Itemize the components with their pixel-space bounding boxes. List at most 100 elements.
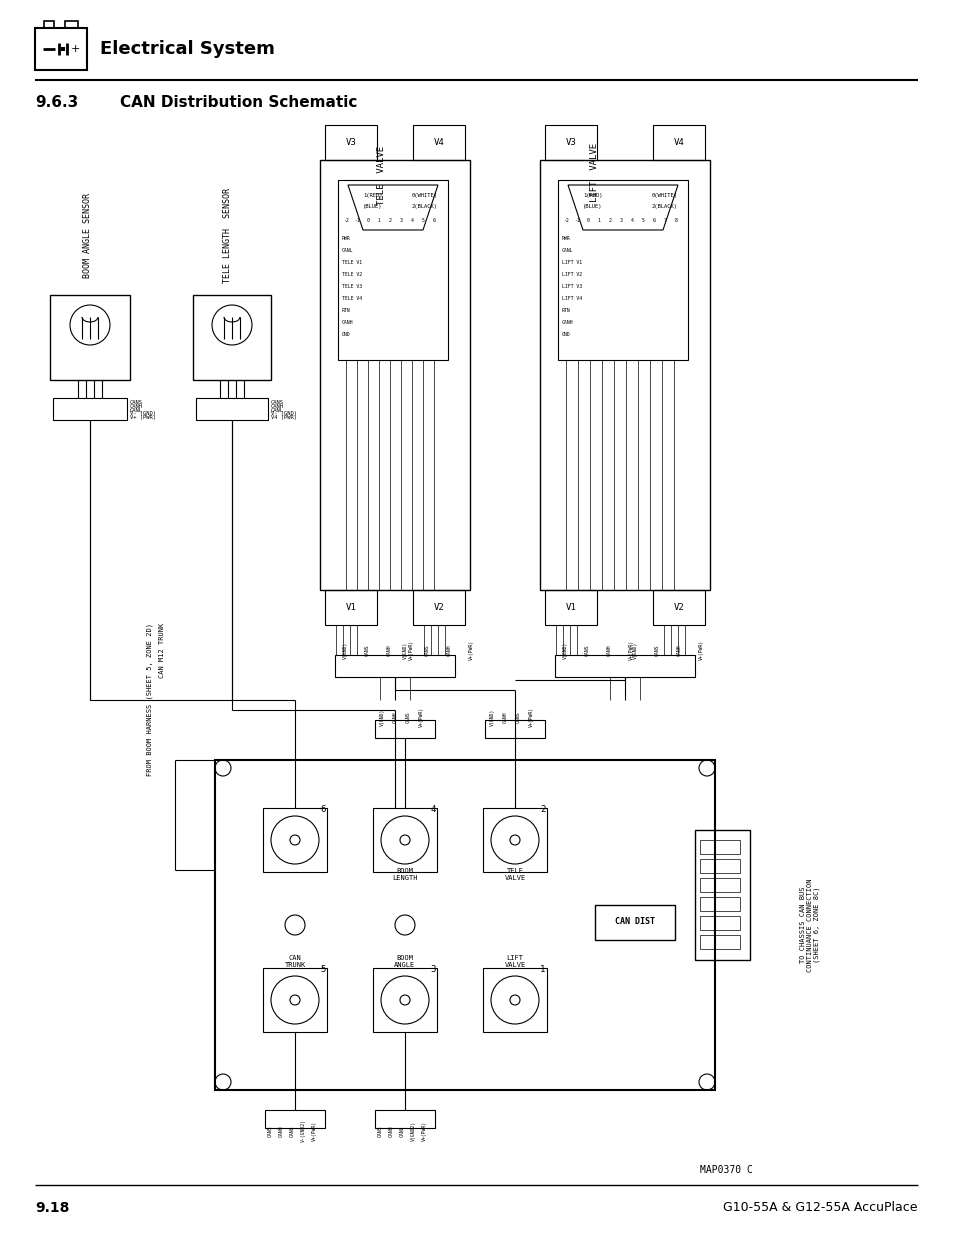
Text: 8: 8 bbox=[674, 217, 677, 222]
Bar bbox=[413, 590, 464, 625]
Bar bbox=[335, 655, 455, 677]
Text: 0: 0 bbox=[366, 217, 369, 222]
Bar bbox=[325, 590, 376, 625]
Text: -1: -1 bbox=[574, 217, 579, 222]
Text: G10-55A & G12-55A AccuPlace: G10-55A & G12-55A AccuPlace bbox=[722, 1202, 917, 1214]
Text: 6: 6 bbox=[432, 217, 435, 222]
Text: V(GND): V(GND) bbox=[343, 641, 348, 658]
Text: CANH: CANH bbox=[606, 645, 612, 656]
Text: V(GND): V(GND) bbox=[633, 641, 638, 658]
Text: TELE V3: TELE V3 bbox=[341, 284, 362, 289]
Bar bbox=[558, 180, 687, 359]
Bar bbox=[319, 161, 470, 590]
Bar bbox=[337, 180, 448, 359]
Text: 1(RED): 1(RED) bbox=[363, 193, 382, 198]
Text: V+(PWR): V+(PWR) bbox=[409, 640, 414, 659]
Bar bbox=[595, 905, 675, 940]
Text: V+(PWR): V+(PWR) bbox=[628, 640, 634, 659]
Text: CANS: CANS bbox=[655, 645, 659, 656]
Text: CANH: CANH bbox=[278, 1125, 284, 1136]
Bar bbox=[539, 161, 709, 590]
Text: CANS: CANS bbox=[406, 711, 411, 722]
Text: 1(RED): 1(RED) bbox=[582, 193, 602, 198]
Text: BOOM
LENGTH: BOOM LENGTH bbox=[392, 868, 417, 882]
Text: -1: -1 bbox=[354, 217, 359, 222]
Bar bbox=[44, 21, 54, 28]
Text: TO CHASSIS CAN BUS
CONTINUANCE CONNECTION
(SHEET 6, ZONE 8C): TO CHASSIS CAN BUS CONTINUANCE CONNECTIO… bbox=[799, 878, 820, 972]
Bar bbox=[263, 808, 327, 872]
Bar bbox=[50, 295, 130, 380]
Text: V(GND): V(GND) bbox=[490, 709, 495, 726]
Text: -2: -2 bbox=[343, 217, 349, 222]
Text: CAN Distribution Schematic: CAN Distribution Schematic bbox=[120, 95, 357, 110]
Bar bbox=[413, 125, 464, 161]
Text: RTN: RTN bbox=[341, 308, 351, 312]
Text: 1: 1 bbox=[597, 217, 599, 222]
Bar bbox=[214, 760, 714, 1091]
Text: V3: V3 bbox=[345, 137, 356, 147]
Bar bbox=[700, 916, 740, 930]
Text: FROM BOOM HARNESS (SHEET 5, ZONE 2D): FROM BOOM HARNESS (SHEET 5, ZONE 2D) bbox=[147, 624, 153, 777]
Text: CANS: CANS bbox=[516, 711, 520, 722]
Bar bbox=[544, 590, 597, 625]
Text: V3: V3 bbox=[565, 137, 576, 147]
Text: LIFT V1: LIFT V1 bbox=[561, 259, 581, 264]
Text: CANH: CANH bbox=[447, 645, 452, 656]
Bar bbox=[375, 720, 435, 739]
Bar bbox=[263, 968, 327, 1032]
Text: V2: V2 bbox=[673, 603, 683, 611]
Text: LIFT V4: LIFT V4 bbox=[561, 295, 581, 300]
Text: BOOM ANGLE SENSOR: BOOM ANGLE SENSOR bbox=[84, 193, 92, 278]
Text: TELE V2: TELE V2 bbox=[341, 272, 362, 277]
Text: V4: V4 bbox=[434, 137, 444, 147]
Text: 2(BLACK): 2(BLACK) bbox=[651, 204, 678, 209]
Text: 2: 2 bbox=[539, 805, 545, 815]
Bar bbox=[195, 398, 268, 420]
Text: CANH: CANH bbox=[271, 404, 284, 409]
Text: RTN: RTN bbox=[561, 308, 570, 312]
Text: CANL: CANL bbox=[561, 247, 573, 252]
Text: CAN M12 TRUNK: CAN M12 TRUNK bbox=[159, 622, 165, 678]
Bar bbox=[652, 125, 704, 161]
Text: 4: 4 bbox=[410, 217, 413, 222]
Text: PWR: PWR bbox=[341, 236, 351, 241]
Text: CANL: CANL bbox=[271, 408, 284, 412]
Text: LIFT
VALVE: LIFT VALVE bbox=[504, 956, 525, 968]
Text: V+(PWR): V+(PWR) bbox=[469, 640, 474, 659]
Text: TELE V4: TELE V4 bbox=[341, 295, 362, 300]
Bar bbox=[53, 398, 127, 420]
Text: 0(WHITE): 0(WHITE) bbox=[412, 193, 437, 198]
Text: +: + bbox=[71, 44, 80, 54]
Text: CANH: CANH bbox=[561, 320, 573, 325]
Text: V4: V4 bbox=[673, 137, 683, 147]
Text: CAN
TRUNK: CAN TRUNK bbox=[284, 956, 305, 968]
Text: V2: V2 bbox=[434, 603, 444, 611]
Text: 1: 1 bbox=[377, 217, 380, 222]
Text: 3: 3 bbox=[618, 217, 621, 222]
Bar bbox=[65, 21, 78, 28]
Text: V4 (PWR): V4 (PWR) bbox=[271, 415, 296, 420]
Text: V- (GND): V- (GND) bbox=[130, 411, 156, 416]
Text: V- (GND): V- (GND) bbox=[271, 411, 296, 416]
Text: CANH: CANH bbox=[130, 404, 143, 409]
Text: 0: 0 bbox=[586, 217, 589, 222]
Bar bbox=[373, 808, 436, 872]
Text: -2: -2 bbox=[562, 217, 568, 222]
Text: CANS: CANS bbox=[424, 645, 430, 656]
Bar bbox=[193, 295, 271, 380]
Bar bbox=[700, 935, 740, 948]
Text: TELE V1: TELE V1 bbox=[341, 259, 362, 264]
Bar bbox=[544, 125, 597, 161]
Text: BOOM
ANGLE: BOOM ANGLE bbox=[394, 956, 416, 968]
Text: 5: 5 bbox=[421, 217, 424, 222]
Text: 5: 5 bbox=[640, 217, 644, 222]
Text: CANS: CANS bbox=[268, 1125, 273, 1136]
Text: MAP0370 C: MAP0370 C bbox=[700, 1165, 752, 1174]
Text: 6: 6 bbox=[320, 805, 325, 815]
Text: V-(GND2): V-(GND2) bbox=[301, 1119, 306, 1142]
Text: GND: GND bbox=[561, 331, 570, 336]
Text: CANH: CANH bbox=[502, 711, 507, 722]
Bar bbox=[484, 720, 544, 739]
Text: V+(PWR): V+(PWR) bbox=[421, 1121, 427, 1141]
Text: CANL: CANL bbox=[130, 408, 143, 412]
